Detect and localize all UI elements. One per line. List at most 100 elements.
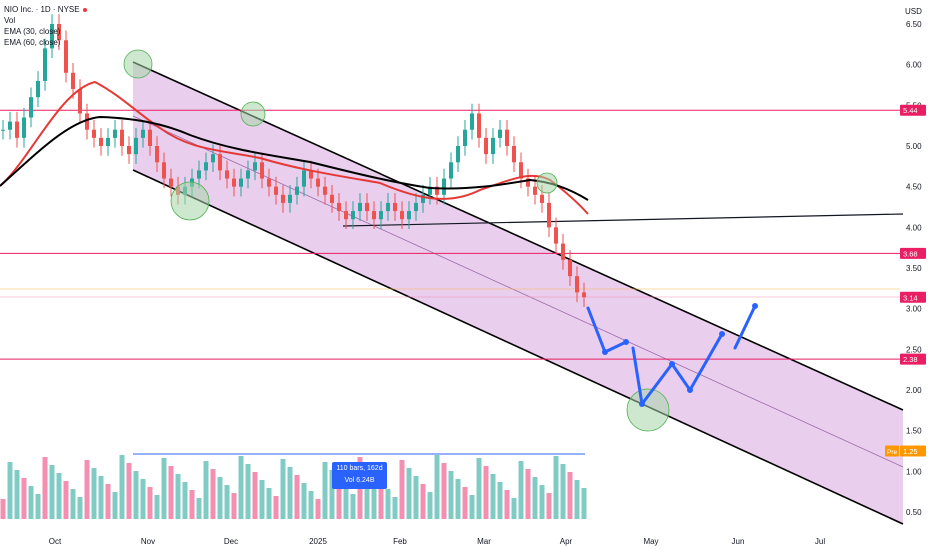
volume-bar [455,479,461,519]
candle-body [260,162,264,179]
volume-bar [77,497,83,519]
candle-body [71,72,75,90]
candle-body [134,137,138,155]
candle-body [204,162,208,171]
volume-bar [420,484,426,519]
time-tick-label: Nov [141,537,155,546]
candle-body [309,170,313,179]
projection-arrow-4 [670,362,692,392]
volume-legend[interactable]: Vol [4,16,16,25]
highlight-circle-0 [123,49,153,79]
volume-bar [70,489,76,519]
candle-body [379,211,383,220]
volume-bar [140,479,146,519]
candle-body [267,178,271,187]
price-tick-label: 0.50 [906,508,922,517]
price-label-box [900,445,926,457]
candle-body [148,129,152,146]
chart-legend: NIO Inc. · 1D · NYSE Vol EMA (30, close)… [4,4,90,48]
volume-bar [490,474,496,519]
candle-body [561,243,565,260]
candle-body [554,227,558,244]
price-tick-label: 6.50 [906,20,922,29]
candle-body [547,202,551,228]
measure-volume: Vol 6.24B [344,477,375,484]
highlight-circle-4 [626,388,670,432]
volume-bar [7,462,13,519]
volume-bar [147,487,153,519]
candle-body [526,178,530,187]
candle-body [127,146,131,155]
candle-body [568,259,572,277]
candle-body [78,89,82,114]
time-tick-label: Mar [477,537,491,546]
ema60-legend[interactable]: EMA (60, close) [4,38,61,47]
candle-body [64,40,68,73]
channel-lower-line [132,169,904,525]
candle-body [197,170,201,179]
candle-body [540,194,544,203]
volume-bar [350,494,356,519]
candle-body [29,97,33,118]
time-tick-label: May [643,537,658,546]
ema30-legend[interactable]: EMA (30, close) [4,27,61,36]
volume-bar [105,484,111,519]
volume-bar [308,491,314,519]
volume-bar [364,465,370,519]
candle-body [477,113,481,138]
volume-bar [168,466,174,519]
candle-body [323,186,327,195]
volume-bar [224,485,230,519]
volume-bar [154,495,160,519]
price-tick-label: 2.50 [906,345,922,354]
time-tick-label: Jul [815,537,825,546]
candle-body [449,162,453,179]
volume-bar [0,499,6,519]
candle-body [141,129,145,138]
projection-arrow-2 [631,346,644,406]
volume-bar [322,462,328,519]
candle-body [50,24,54,49]
price-label-level: 5.44 [903,106,918,115]
candle-body [8,121,12,130]
candle-body [253,162,257,171]
candle-body [106,137,110,146]
projection-arrow-0 [586,306,607,354]
candle-body [85,113,89,130]
candle-body [15,121,19,138]
volume-bar [203,461,209,519]
candle-body [498,129,502,138]
volume-bar [119,455,125,519]
candle-body [519,162,523,179]
volume-bar [371,473,377,519]
volume-bar [287,467,293,519]
volume-bar [406,468,412,519]
volume-bar [329,470,335,519]
candle-body [400,211,404,220]
volume-bar [56,473,62,519]
candle-body [316,178,320,187]
candle-body [365,202,369,212]
price-label-level: 2.38 [903,355,918,364]
highlight-circle-1 [170,181,210,221]
symbol-title[interactable]: NIO Inc. · 1D · NYSE [4,5,80,14]
candle-body [22,117,26,138]
price-tick-label: 6.00 [906,61,922,70]
volume-bar [315,499,321,519]
volume-bar [231,493,237,519]
volume-bar [301,483,307,519]
candle-body [582,292,586,298]
ema30-line [0,80,589,215]
arrow-head-3 [669,361,675,367]
candle-body [295,186,299,195]
measure-tooltip: 110 bars, 162d Vol 6.24B [332,462,387,489]
candle-body [337,202,341,212]
candle-body [414,202,418,212]
price-tick-label: 5.00 [906,142,922,151]
volume-bar [35,494,41,519]
volume-bar [525,469,531,519]
volume-bar [497,482,503,519]
candle-body [435,186,439,195]
